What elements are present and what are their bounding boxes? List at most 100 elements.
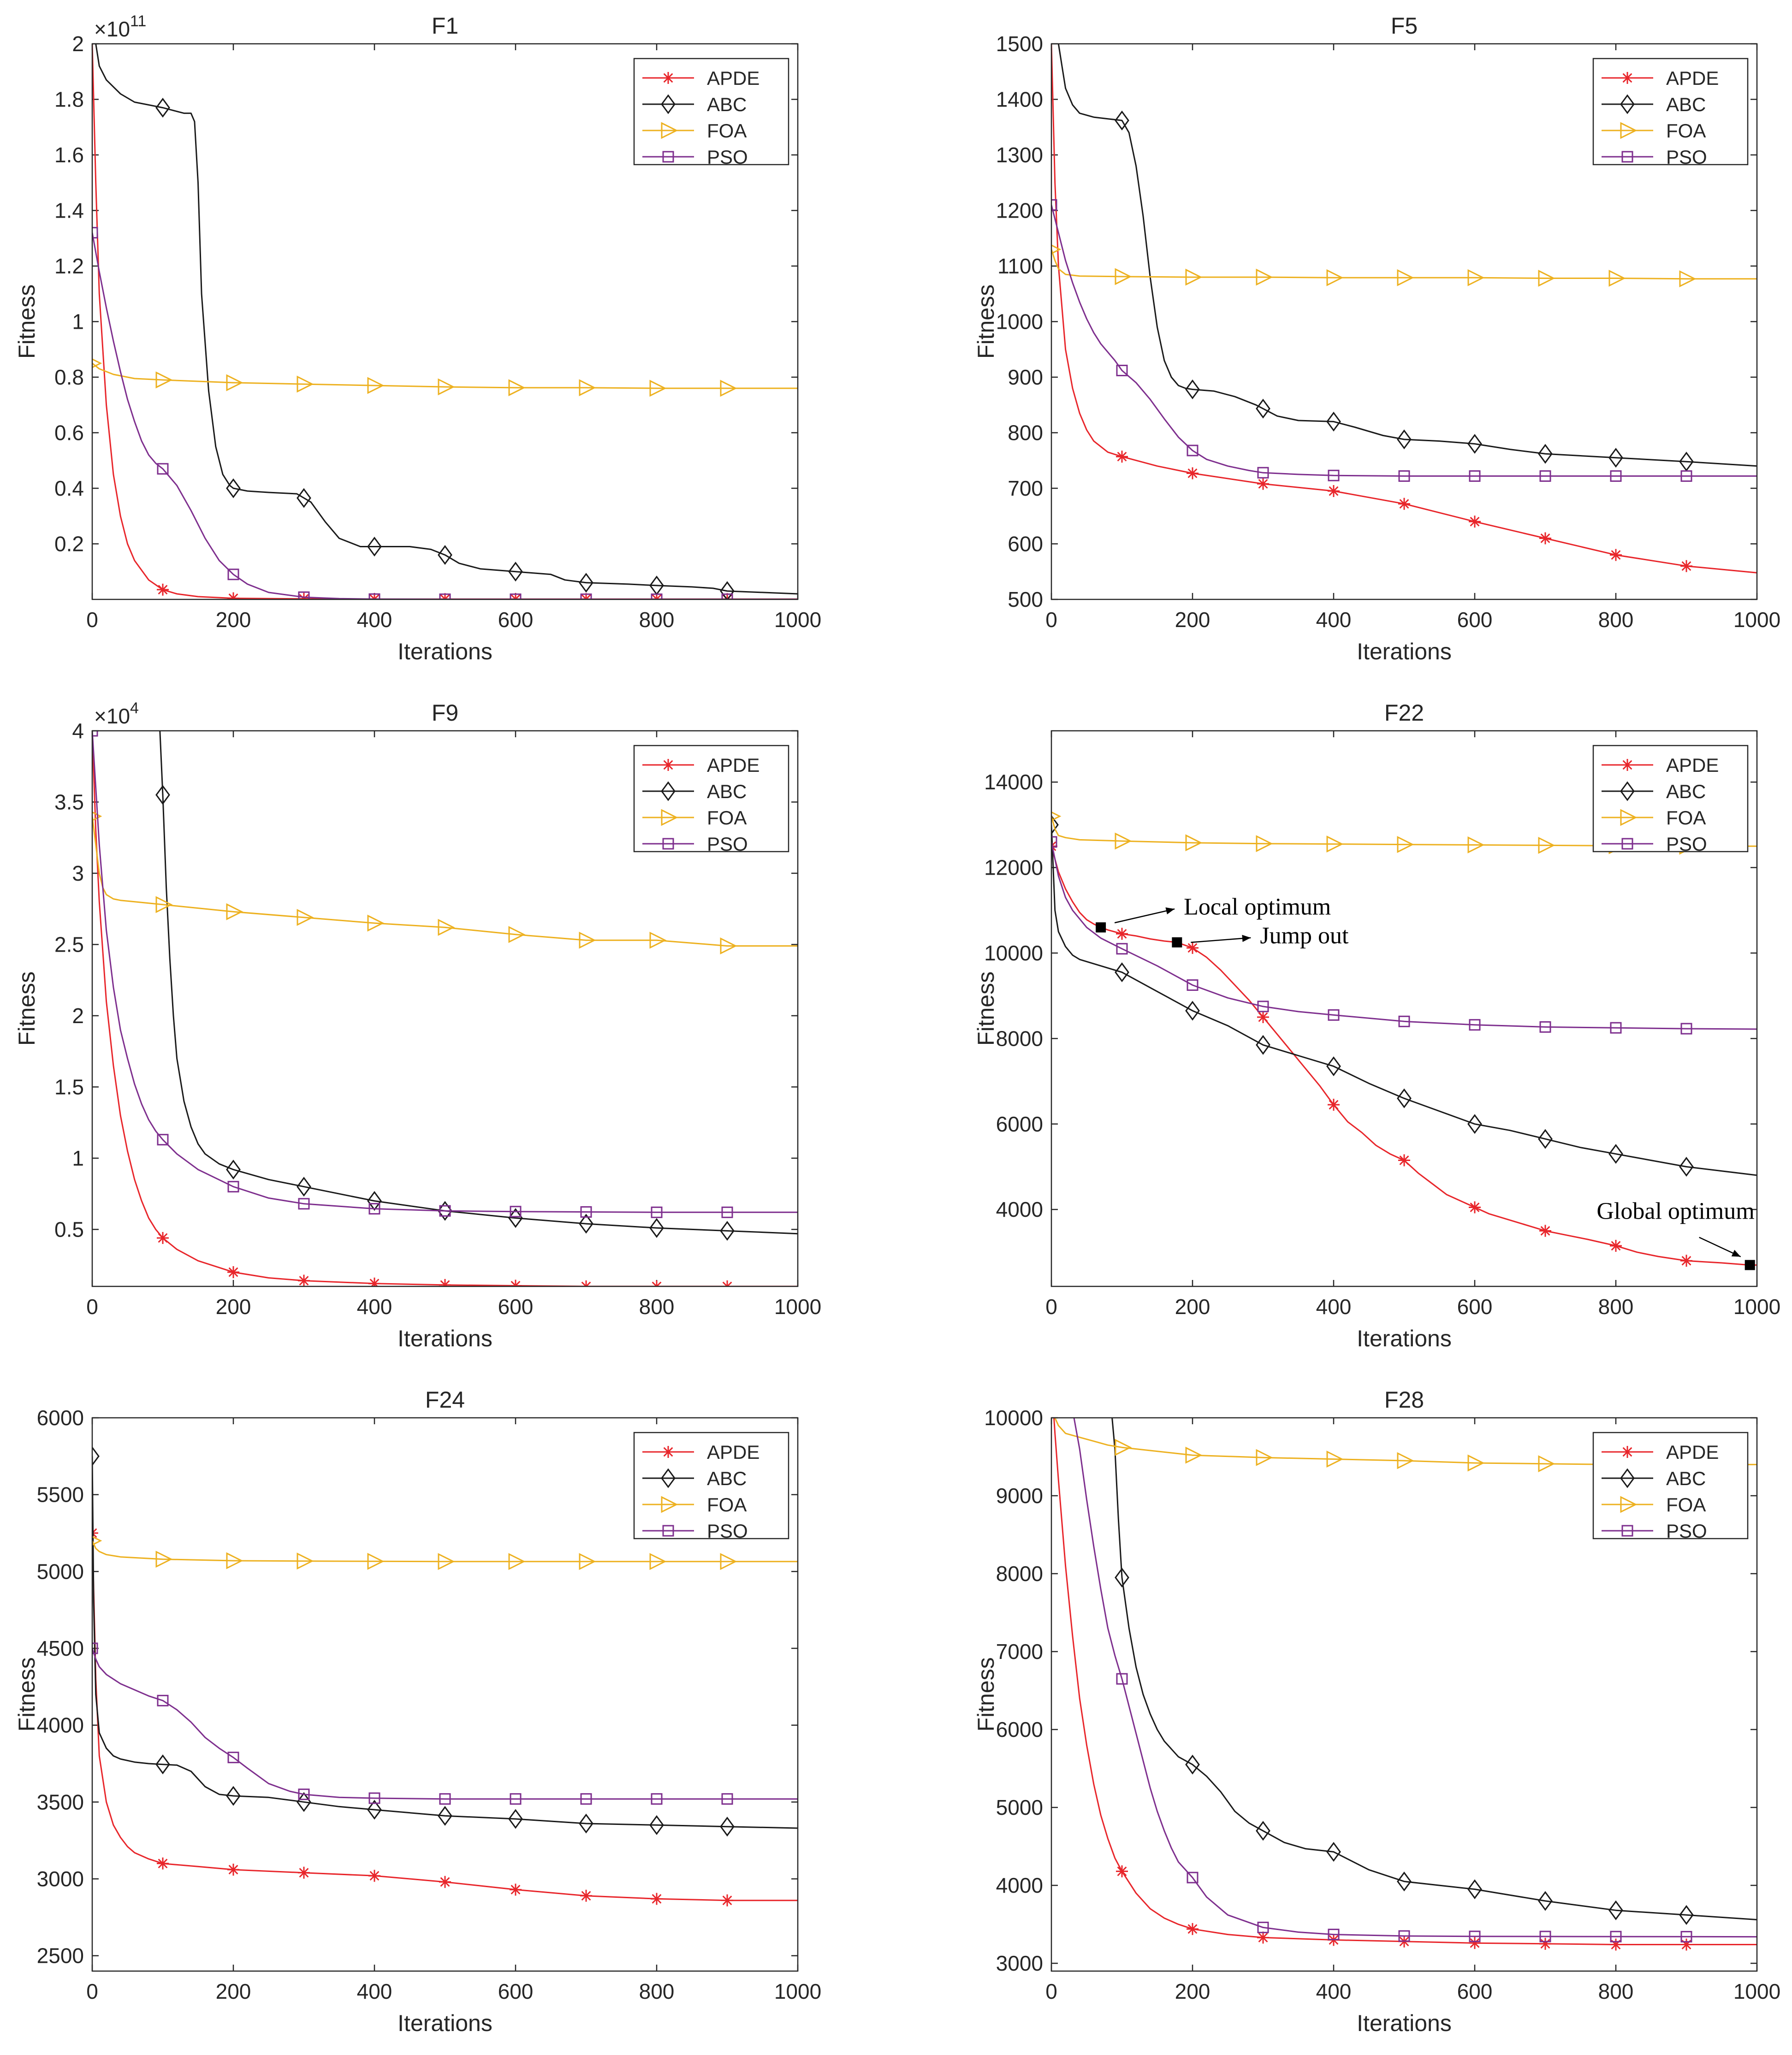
point-foa [579, 1553, 596, 1570]
point-foa [1467, 269, 1485, 286]
x-tick-label: 800 [1598, 1979, 1634, 2003]
point-foa [92, 811, 102, 822]
point-abc [1467, 1114, 1482, 1134]
y-tick-label: 8000 [996, 1562, 1043, 1586]
point-abc [438, 545, 452, 565]
point-apde [1116, 1865, 1128, 1877]
series-line-abc [92, 1456, 798, 1829]
legend-label-pso: PSO [707, 1520, 748, 1542]
point-foa [508, 926, 526, 943]
point-foa [226, 903, 243, 920]
y-tick-label: 7000 [996, 1640, 1043, 1664]
chart-panel-f28: 0 200 400 600 800 1000 3000 4000 5000 6000 7000 800… [973, 1387, 1780, 2036]
chart-title: F22 [1384, 700, 1424, 726]
point-foa [1051, 244, 1062, 255]
legend-label-pso: PSO [707, 833, 748, 855]
y-tick-label: 1.6 [54, 143, 84, 167]
x-tick-label: 200 [216, 1295, 251, 1319]
x-tick-label: 600 [498, 608, 534, 632]
point-pso [510, 1206, 522, 1218]
point-abc [1185, 1001, 1200, 1021]
legend: APDE ABC FOA PSO [1592, 58, 1749, 168]
point-foa [438, 378, 455, 396]
series-line-abc [1051, 824, 1757, 1176]
point-apde [1398, 1154, 1410, 1167]
point-pso [1116, 1673, 1128, 1685]
legend-marker-abc [1620, 1468, 1635, 1488]
legend-marker-pso [1621, 838, 1633, 850]
y-tick-label: 1 [72, 1146, 84, 1170]
point-foa [1115, 832, 1132, 850]
point-apde [1680, 1938, 1692, 1951]
point-abc [579, 1813, 593, 1834]
point-abc [1538, 1891, 1553, 1911]
axes-box [1050, 730, 1758, 1287]
legend-marker-pso [662, 1525, 674, 1537]
point-abc [367, 537, 382, 557]
point-apde [1610, 1938, 1622, 1951]
point-pso [1116, 943, 1128, 955]
point-foa [1538, 836, 1555, 854]
point-abc [508, 1208, 523, 1228]
point-pso [1539, 1931, 1551, 1942]
legend-marker-pso [662, 838, 674, 850]
y-tick-label: 1300 [996, 143, 1043, 167]
legend-marker-abc [661, 1468, 676, 1488]
x-tick-label: 600 [498, 1295, 534, 1319]
point-pso [1469, 470, 1481, 482]
y-tick-label: 1 [72, 310, 84, 334]
point-pso [1051, 199, 1057, 211]
x-tick-label: 0 [86, 608, 98, 632]
point-foa [155, 1551, 173, 1568]
point-apde [1680, 560, 1692, 572]
point-apde [157, 583, 169, 596]
legend-label-foa: FOA [707, 1494, 747, 1516]
point-abc [720, 1220, 735, 1241]
series-group [92, 731, 798, 1286]
chart-title: F9 [432, 700, 458, 726]
legend-marker-abc [1620, 94, 1635, 114]
point-pso [227, 1752, 239, 1764]
legend-label-abc: ABC [707, 781, 747, 802]
point-foa [1467, 1454, 1485, 1472]
point-foa [1608, 270, 1626, 287]
point-pso [1187, 444, 1199, 456]
point-pso [368, 1792, 380, 1804]
point-abc [1115, 1567, 1129, 1588]
point-pso [1116, 365, 1128, 377]
point-abc [1326, 411, 1341, 432]
y-tick-label: 3000 [996, 1951, 1043, 1975]
point-apde [157, 1232, 169, 1244]
point-abc [1326, 1056, 1341, 1077]
point-apde [510, 1279, 522, 1286]
point-pso [1257, 467, 1269, 479]
point-foa [579, 379, 596, 397]
point-pso [1469, 1931, 1481, 1942]
legend: APDE ABC FOA PSO [1592, 1432, 1749, 1542]
point-apde [1257, 1931, 1269, 1944]
chart-title: F5 [1391, 13, 1418, 39]
point-foa [1185, 834, 1203, 852]
point-pso [1680, 1931, 1692, 1942]
annotation-point [1172, 937, 1182, 948]
point-abc [226, 478, 241, 498]
point-abc [297, 488, 311, 508]
legend-label-abc: ABC [1666, 94, 1706, 115]
legend-marker-apde [1621, 1446, 1633, 1458]
legend-marker-apde [662, 72, 674, 84]
x-tick-label: 0 [1045, 608, 1057, 632]
legend-label-apde: APDE [707, 1441, 760, 1463]
point-foa [1397, 1452, 1414, 1469]
arrowhead-icon [1242, 935, 1251, 942]
point-apde [1257, 1011, 1269, 1024]
point-foa [649, 1553, 667, 1570]
y-tick-label: 2500 [37, 1944, 84, 1968]
point-foa [1051, 811, 1062, 822]
legend-label-abc: ABC [707, 94, 747, 115]
y-axis-label: Fitness [14, 284, 40, 359]
axes-box [91, 43, 799, 600]
y-axis-label: Fitness [973, 971, 999, 1046]
series-group [1051, 44, 1757, 574]
point-foa [649, 931, 667, 949]
arrowhead-icon [1731, 1250, 1741, 1257]
